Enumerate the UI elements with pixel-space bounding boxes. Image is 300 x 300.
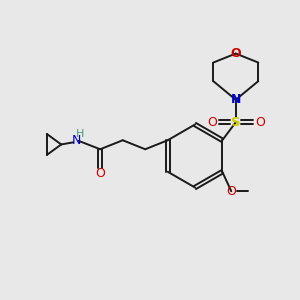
Text: N: N	[231, 93, 241, 106]
Text: N: N	[72, 134, 81, 147]
Text: O: O	[207, 116, 217, 129]
Text: O: O	[255, 116, 265, 129]
Text: O: O	[95, 167, 105, 180]
Text: O: O	[230, 47, 241, 60]
Text: O: O	[226, 185, 236, 198]
Text: H: H	[76, 129, 84, 139]
Text: S: S	[231, 116, 241, 129]
